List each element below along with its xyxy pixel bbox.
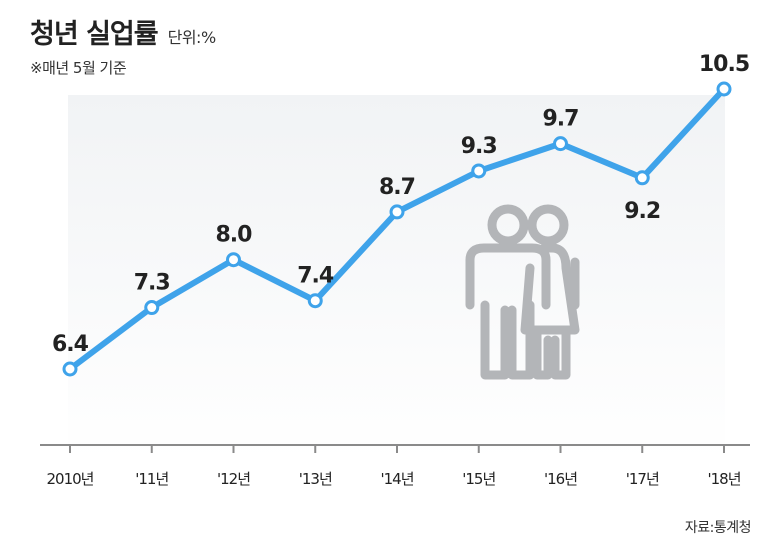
data-label: 7.3: [134, 271, 170, 296]
series-markers: [62, 81, 732, 377]
x-tick-label: '16년: [544, 470, 577, 488]
title-row: 청년 실업률 단위:%: [30, 12, 216, 51]
people-icon: [465, 204, 580, 380]
x-tick-label: '11년: [135, 470, 168, 488]
x-axis-ticks: [69, 445, 725, 453]
x-tick-label: '15년: [462, 470, 495, 488]
data-point: [144, 300, 160, 316]
data-label: 6.4: [52, 332, 89, 357]
x-tick-label: '13년: [299, 470, 332, 488]
x-axis-tick-labels: 2010년 '11년 '12년 '13년 '14년 '15년 '16년 '17년 '18년: [47, 470, 742, 488]
x-tick-label: '12년: [217, 470, 250, 488]
data-point: [62, 361, 78, 377]
plot-background: [68, 95, 725, 460]
data-point: [471, 163, 487, 179]
data-label: 8.7: [379, 175, 415, 200]
note-label: ※매년 5월 기준: [30, 59, 127, 77]
data-label: 7.4: [297, 264, 334, 289]
data-label: 9.7: [543, 107, 579, 132]
data-label: 8.0: [216, 223, 253, 248]
unit-label: 단위:%: [167, 28, 217, 47]
data-point: [307, 293, 323, 309]
data-point: [226, 252, 241, 268]
data-point: [553, 136, 568, 152]
data-label: 10.5: [699, 52, 749, 77]
value-labels: 6.4 7.3 8.0 7.4 8.7 9.3 9.7 9.2 10.5: [52, 52, 750, 357]
data-label: 9.2: [624, 199, 660, 224]
chart-header: 청년 실업률 단위:% ※매년 5월 기준: [30, 12, 216, 78]
chart-title: 청년 실업률: [30, 19, 159, 50]
x-tick-label: 2010년: [47, 470, 94, 488]
data-point: [716, 81, 732, 97]
x-tick-label: '18년: [707, 470, 740, 488]
data-point: [634, 170, 650, 186]
data-label: 9.3: [461, 134, 497, 159]
x-tick-label: '17년: [626, 470, 659, 488]
source-label: 자료:통계청: [684, 520, 752, 536]
x-tick-label: '14년: [380, 470, 413, 488]
data-point: [389, 204, 405, 220]
